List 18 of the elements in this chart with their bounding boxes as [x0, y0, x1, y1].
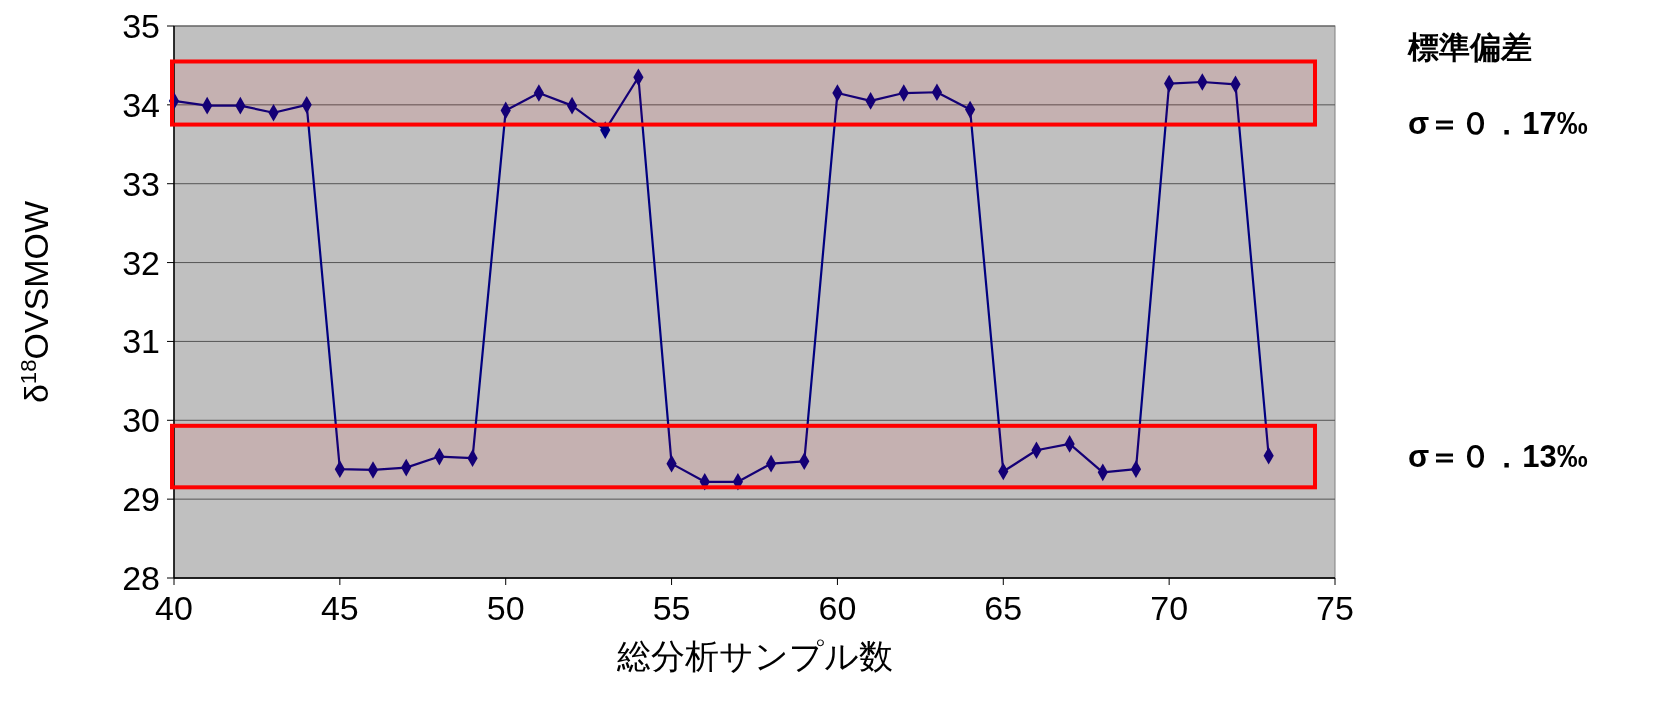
y-tick-label: 34	[122, 85, 160, 124]
x-tick-label: 70	[1150, 589, 1189, 627]
x-tick-label: 50	[486, 589, 525, 627]
x-tick-label: 45	[320, 589, 359, 627]
y-tick-label: 33	[122, 164, 160, 203]
x-axis-title: 総分析サンプル数	[615, 637, 893, 675]
x-tick-label: 60	[818, 589, 857, 627]
y-tick-label: 32	[122, 243, 160, 282]
band-label: σ＝０．17‰	[1408, 105, 1588, 141]
y-tick-label: 31	[122, 322, 160, 361]
x-tick-label: 55	[652, 589, 691, 627]
x-tick-label: 65	[984, 589, 1023, 627]
y-tick-label: 35	[122, 7, 160, 45]
band-label: σ＝０．13‰	[1408, 439, 1588, 475]
y-tick-label: 30	[122, 401, 160, 440]
x-tick-label: 75	[1316, 589, 1354, 627]
y-tick-label: 29	[122, 480, 160, 519]
text: 標準偏差	[1407, 29, 1532, 65]
